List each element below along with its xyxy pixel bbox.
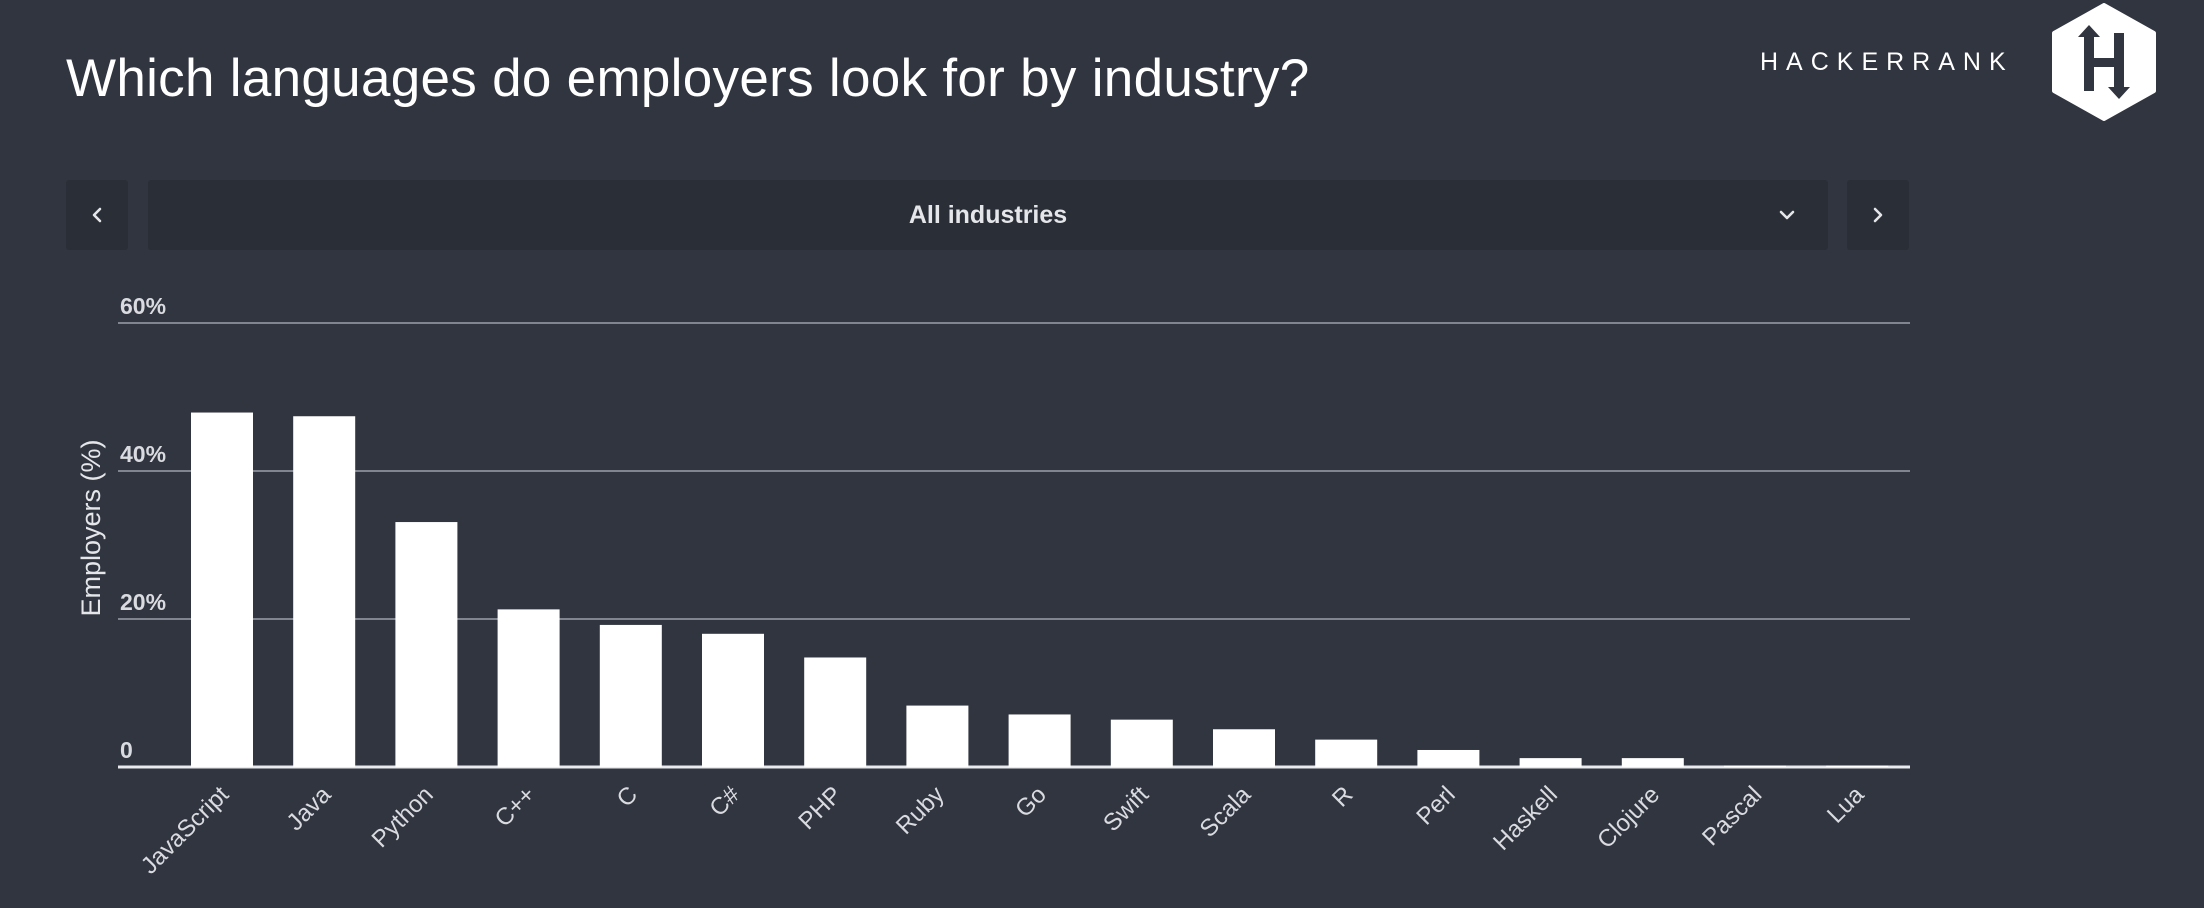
chevron-down-icon — [1779, 210, 1795, 220]
previous-industry-button[interactable] — [66, 180, 128, 250]
x-tick-label: JavaScript — [136, 781, 235, 880]
bar-r[interactable] — [1315, 739, 1378, 767]
brand-name[interactable]: HACKERRANK — [1760, 48, 2014, 76]
bar-perl[interactable] — [1417, 749, 1480, 767]
y-tick-label: 40% — [120, 441, 166, 467]
next-industry-button[interactable] — [1847, 180, 1909, 250]
y-axis-label: Employers (%) — [76, 439, 106, 616]
x-tick-label: Ruby — [891, 781, 950, 840]
bar-scala[interactable] — [1213, 729, 1275, 767]
y-tick-label: 0 — [120, 737, 133, 763]
bar-javascript[interactable] — [191, 412, 253, 767]
x-tick-label: Scala — [1195, 781, 1257, 843]
bar-swift[interactable] — [1110, 719, 1173, 767]
bar-go[interactable] — [1008, 714, 1071, 767]
bar-java[interactable] — [293, 416, 356, 767]
bar-pascal[interactable] — [1724, 765, 1786, 767]
hackerrank-hexagon-logo-icon[interactable] — [2050, 3, 2158, 121]
bar-clojure[interactable] — [1621, 758, 1684, 767]
bar-c[interactable] — [497, 609, 560, 767]
bar-haskell[interactable] — [1519, 758, 1582, 767]
y-tick-label: 20% — [120, 589, 166, 615]
bar-c[interactable] — [702, 633, 764, 767]
bar-c[interactable] — [599, 624, 662, 767]
x-tick-label: Perl — [1411, 781, 1460, 830]
x-tick-label: Lua — [1822, 781, 1870, 829]
x-tick-label: R — [1327, 781, 1358, 812]
x-tick-label: Swift — [1098, 781, 1154, 837]
industry-select-value: All industries — [908, 200, 1068, 229]
bar-ruby[interactable] — [906, 705, 969, 767]
x-tick-label: C — [612, 781, 643, 812]
x-tick-label: Go — [1010, 781, 1052, 823]
page-title: Which languages do employers look for by… — [66, 49, 1310, 108]
x-tick-label: Python — [367, 781, 439, 853]
bar-python[interactable] — [395, 522, 458, 767]
chevron-right-icon — [1873, 207, 1883, 223]
x-tick-label: C++ — [490, 781, 541, 832]
x-tick-label: Java — [281, 781, 336, 836]
chevron-left-icon — [92, 207, 102, 223]
x-tick-label: Pascal — [1697, 781, 1767, 851]
industry-select[interactable]: All industries — [148, 180, 1828, 250]
x-tick-label: C# — [704, 781, 745, 822]
bar-php[interactable] — [804, 657, 867, 767]
x-tick-label: Clojure — [1592, 781, 1665, 854]
x-tick-label: PHP — [793, 781, 847, 835]
y-tick-label: 60% — [120, 293, 166, 319]
x-tick-label: Haskell — [1488, 781, 1563, 856]
bar-lua[interactable] — [1826, 765, 1889, 767]
